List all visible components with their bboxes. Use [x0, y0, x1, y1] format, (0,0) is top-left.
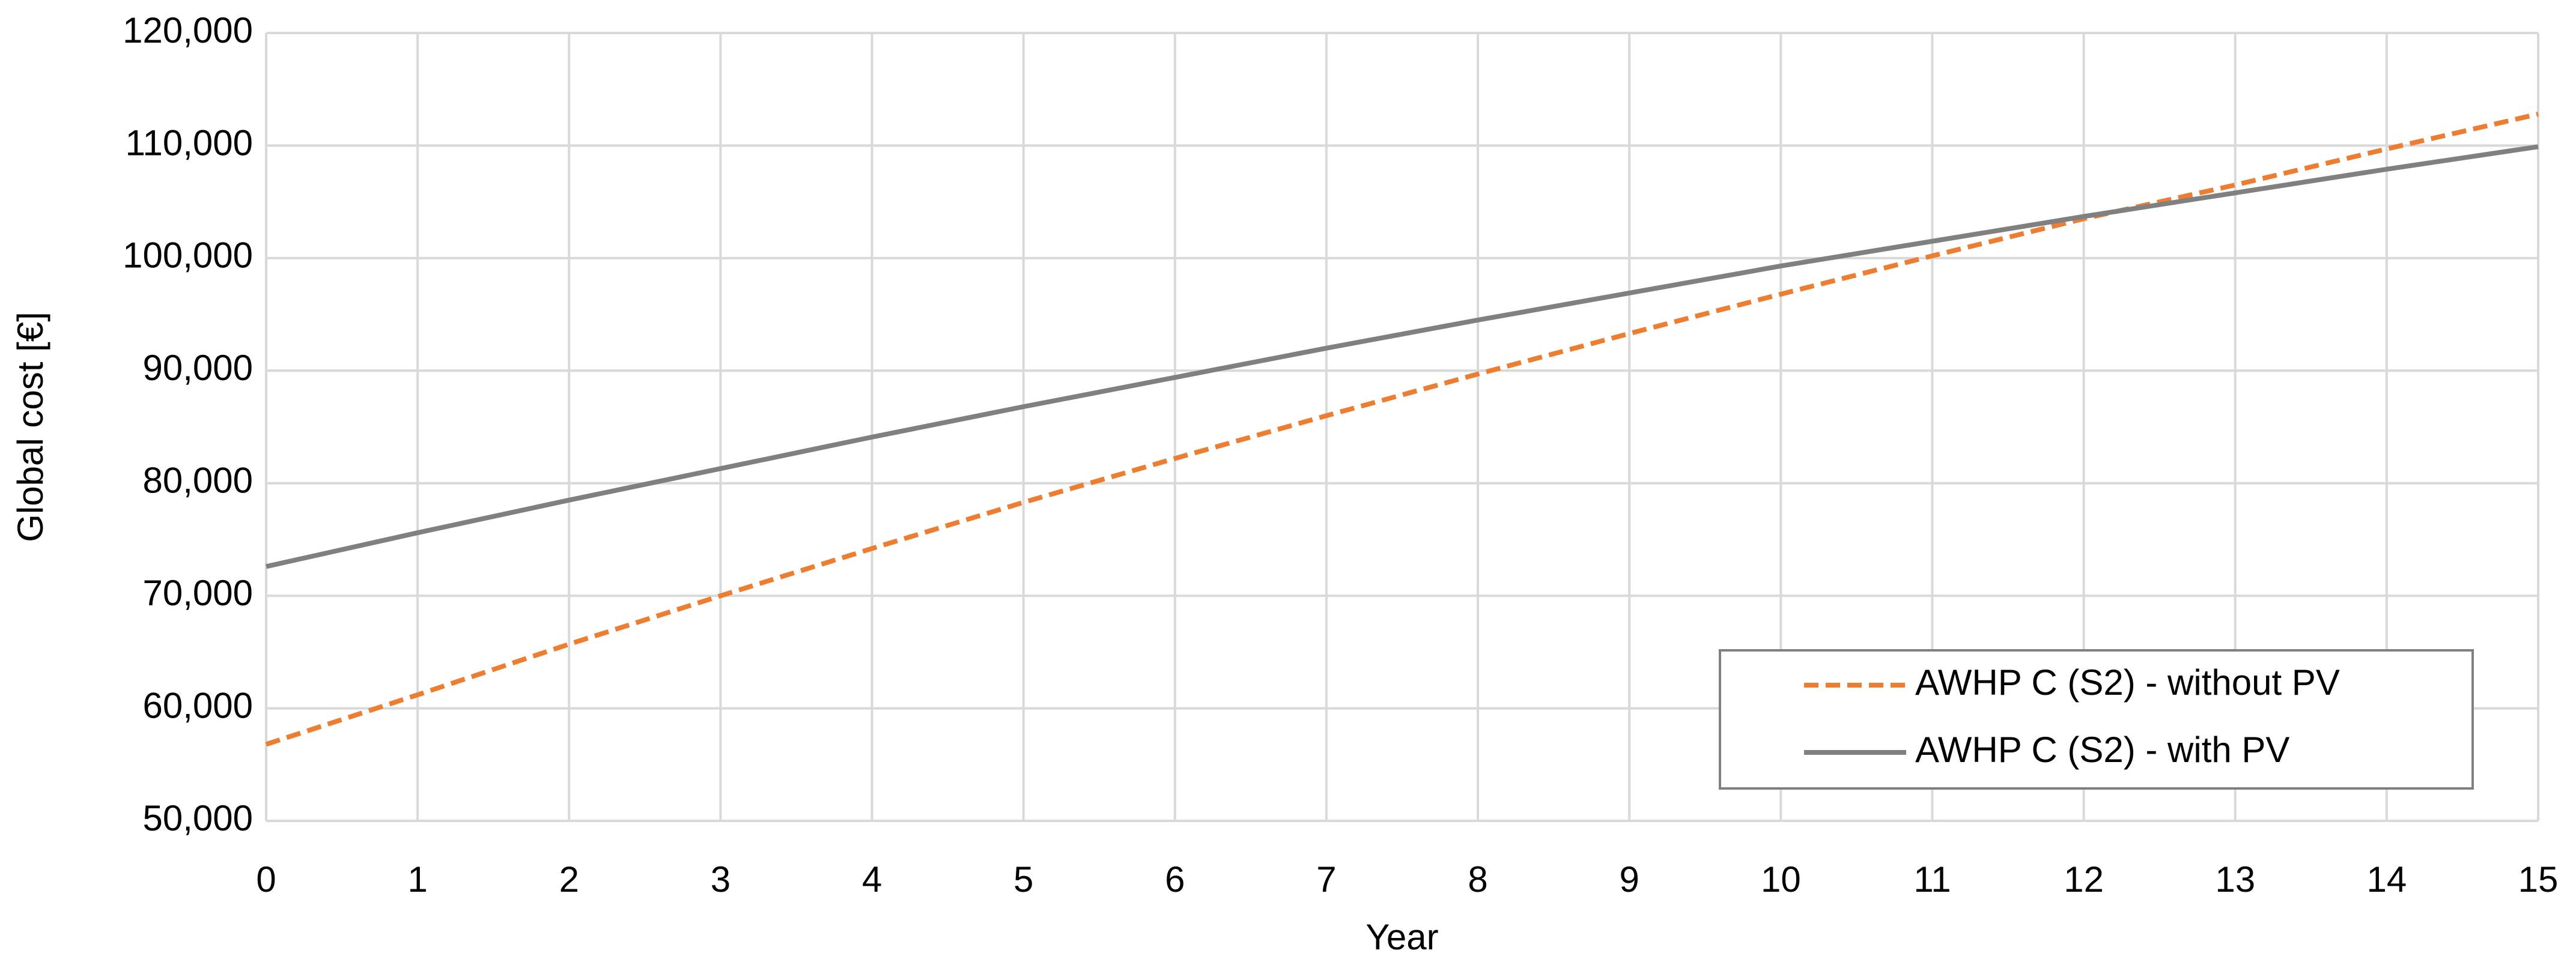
x-tick-label: 3	[711, 859, 731, 900]
y-tick-label: 80,000	[142, 461, 253, 501]
legend-box	[1719, 649, 2474, 790]
x-tick-label: 7	[1316, 859, 1336, 900]
y-tick-label: 90,000	[142, 348, 253, 388]
x-axis-label: Year	[1365, 917, 1438, 957]
legend-label: AWHP C (S2) - with PV	[1915, 730, 2289, 770]
y-tick-label: 50,000	[142, 798, 253, 838]
x-tick-label: 9	[1620, 859, 1639, 900]
x-tick-label: 0	[256, 859, 276, 900]
legend-label: AWHP C (S2) - without PV	[1915, 662, 2340, 703]
line-series	[266, 144, 2539, 569]
x-tick-label: 10	[1761, 859, 1801, 900]
x-tick-label: 1	[407, 859, 427, 900]
x-tick-label: 12	[2064, 859, 2104, 900]
x-tick-label: 11	[1913, 859, 1951, 900]
y-tick-label: 60,000	[142, 685, 253, 725]
x-tick-label: 13	[2215, 859, 2255, 900]
y-tick-label: 110,000	[126, 123, 253, 163]
x-tick-label: 8	[1468, 859, 1487, 900]
x-tick-label: 15	[2518, 859, 2559, 900]
x-tick-label: 5	[1013, 859, 1033, 900]
x-tick-label: 4	[862, 859, 882, 900]
x-tick-label: 14	[2366, 859, 2407, 900]
y-tick-label: 70,000	[142, 573, 253, 613]
x-tick-label: 2	[559, 859, 579, 900]
y-tick-label: 100,000	[123, 235, 253, 276]
y-axis-label: Global cost [€]	[10, 312, 50, 542]
y-tick-label: 120,000	[123, 10, 253, 50]
line-series	[265, 112, 2539, 747]
x-tick-label: 6	[1165, 859, 1185, 900]
